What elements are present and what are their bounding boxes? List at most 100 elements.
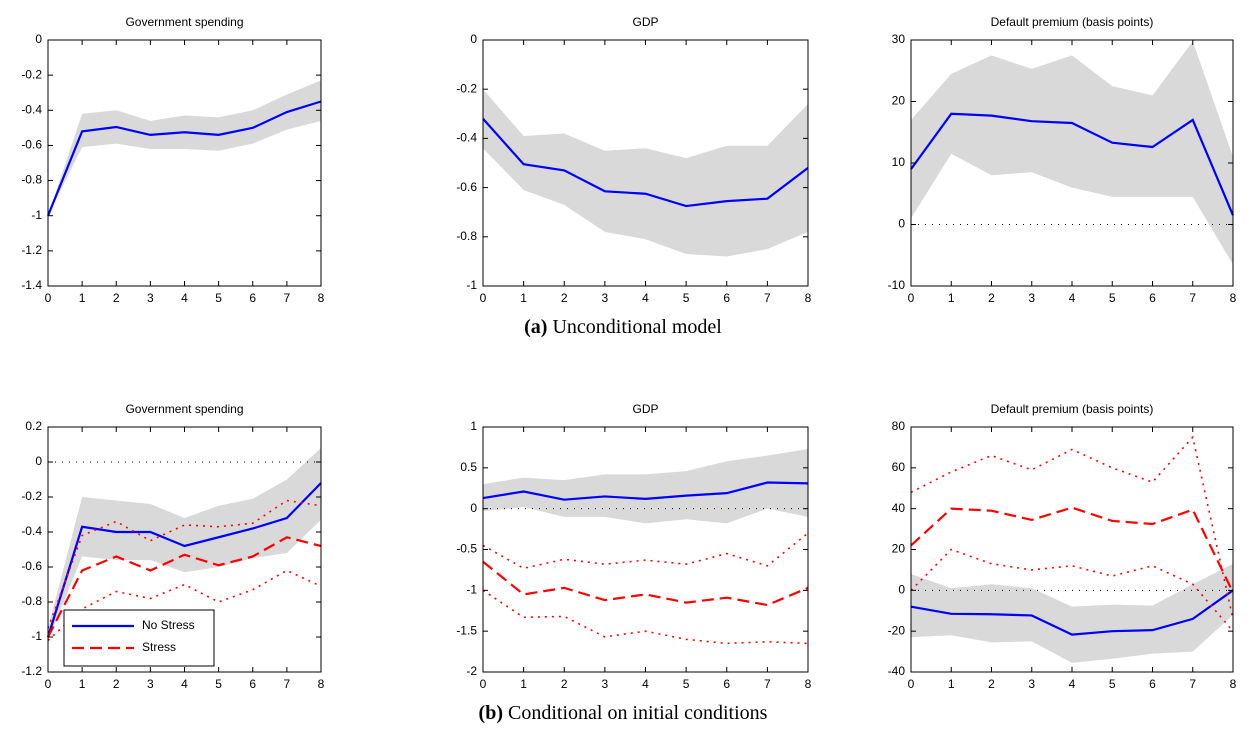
caption-label: (b) [479, 702, 503, 724]
y-tick-label: -1 [466, 583, 477, 597]
x-tick-label: 4 [642, 677, 649, 691]
y-tick-label: 0 [35, 454, 42, 468]
y-tick-label: -1 [466, 278, 477, 292]
x-tick-label: 5 [1109, 677, 1116, 691]
y-tick-label: -1.4 [21, 278, 42, 292]
y-tick-label: 20 [892, 542, 906, 556]
x-tick-label: 1 [948, 677, 955, 691]
x-tick-label: 7 [1189, 677, 1196, 691]
x-tick-label: 7 [1189, 291, 1196, 305]
series-line [910, 112, 1235, 216]
y-tick-label: -0.6 [456, 180, 477, 194]
y-tick-label: 0 [35, 32, 42, 46]
x-tick-label: 7 [284, 677, 291, 691]
series-line [46, 482, 322, 638]
x-tick-label: 3 [1028, 291, 1035, 305]
series-line [482, 481, 809, 501]
x-tick-label: 0 [45, 291, 52, 305]
y-tick-label: -0.8 [21, 173, 42, 187]
x-tick-label: 3 [602, 291, 609, 305]
x-tick-label: 2 [113, 677, 120, 691]
x-tick-label: 5 [215, 291, 222, 305]
x-tick-label: 4 [1069, 677, 1076, 691]
y-tick-label: -0.5 [456, 542, 477, 556]
x-tick-label: 7 [764, 291, 771, 305]
series-line [910, 435, 1234, 620]
y-tick-label: 0.5 [460, 460, 477, 474]
x-tick-label: 1 [520, 677, 527, 691]
y-tick-label: -0.8 [21, 594, 42, 608]
x-tick-label: 0 [480, 677, 487, 691]
y-tick-label: -1.5 [456, 623, 477, 637]
y-tick-label: -10 [888, 278, 906, 292]
y-tick-label: 0 [470, 32, 477, 46]
y-tick-label: 20 [892, 94, 906, 108]
y-tick-label: -20 [888, 623, 906, 637]
series-line [910, 548, 1234, 632]
x-tick-label: 6 [723, 291, 730, 305]
x-tick-label: 5 [683, 677, 690, 691]
confidence-band [483, 449, 808, 524]
y-tick-label: -1 [31, 629, 42, 643]
x-tick-label: 5 [683, 291, 690, 305]
y-tick-label: -0.6 [21, 138, 42, 152]
series-line [482, 560, 809, 607]
x-tick-label: 8 [805, 291, 812, 305]
series-line [910, 589, 1234, 636]
x-tick-label: 6 [1149, 677, 1156, 691]
chart-title: Default premium (basis points) [991, 402, 1154, 416]
y-tick-label: -1 [31, 208, 42, 222]
y-tick-label: -0.2 [21, 67, 42, 81]
y-tick-label: 80 [892, 419, 906, 433]
plot-frame [47, 39, 322, 287]
x-tick-label: 2 [988, 291, 995, 305]
series-line [482, 532, 809, 570]
x-tick-label: 7 [764, 677, 771, 691]
y-tick-label: -0.4 [21, 524, 42, 538]
x-tick-label: 0 [480, 291, 487, 305]
confidence-band [48, 448, 321, 641]
x-tick-label: 3 [147, 291, 154, 305]
series-line [46, 100, 322, 217]
x-tick-label: 4 [1069, 291, 1076, 305]
x-tick-label: 4 [181, 291, 188, 305]
x-tick-label: 2 [561, 291, 568, 305]
confidence-band [911, 563, 1233, 663]
y-tick-label: 0 [898, 217, 905, 231]
x-tick-label: 0 [908, 677, 915, 691]
y-tick-label: -0.2 [21, 489, 42, 503]
y-tick-label: 10 [892, 155, 906, 169]
x-tick-label: 0 [45, 677, 52, 691]
y-tick-label: -2 [466, 664, 477, 678]
chart-title: Government spending [125, 15, 243, 29]
y-tick-label: 30 [892, 32, 906, 46]
x-tick-label: 8 [318, 291, 325, 305]
x-tick-label: 8 [318, 677, 325, 691]
legend-box [63, 609, 215, 667]
x-tick-label: 0 [908, 291, 915, 305]
x-tick-label: 6 [1149, 291, 1156, 305]
series-line [47, 536, 322, 638]
x-tick-label: 8 [1230, 291, 1237, 305]
y-tick-label: -0.8 [456, 229, 477, 243]
series-line [482, 117, 809, 208]
caption: (a) Unconditional model [524, 316, 722, 338]
x-tick-label: 2 [988, 677, 995, 691]
series-line [47, 499, 322, 629]
x-tick-label: 8 [805, 677, 812, 691]
chart-title: GDP [632, 15, 658, 29]
caption: (b) Conditional on initial conditions [479, 702, 768, 724]
x-tick-label: 6 [249, 677, 256, 691]
x-tick-label: 1 [948, 291, 955, 305]
x-tick-label: 6 [249, 291, 256, 305]
y-tick-label: 60 [892, 460, 906, 474]
chart-title: Default premium (basis points) [991, 15, 1154, 29]
y-tick-label: 0.2 [25, 419, 42, 433]
legend-label: Stress [142, 640, 176, 654]
series-line [482, 589, 809, 645]
y-tick-label: 0 [470, 501, 477, 515]
y-tick-label: 0 [898, 583, 905, 597]
confidence-band [48, 80, 321, 216]
confidence-band [483, 89, 808, 257]
